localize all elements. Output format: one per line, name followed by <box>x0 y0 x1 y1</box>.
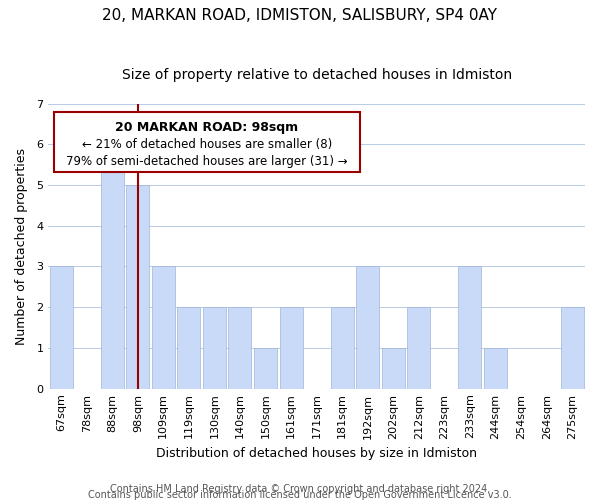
FancyBboxPatch shape <box>53 112 359 172</box>
Bar <box>203 307 226 388</box>
Bar <box>331 307 354 388</box>
Bar <box>178 307 200 388</box>
Y-axis label: Number of detached properties: Number of detached properties <box>15 148 28 344</box>
Bar <box>280 307 302 388</box>
Bar <box>484 348 507 389</box>
Text: Contains HM Land Registry data © Crown copyright and database right 2024.: Contains HM Land Registry data © Crown c… <box>110 484 490 494</box>
X-axis label: Distribution of detached houses by size in Idmiston: Distribution of detached houses by size … <box>156 447 477 460</box>
Bar <box>382 348 405 389</box>
Bar <box>50 266 73 388</box>
Title: Size of property relative to detached houses in Idmiston: Size of property relative to detached ho… <box>122 68 512 82</box>
Bar <box>561 307 584 388</box>
Text: 20, MARKAN ROAD, IDMISTON, SALISBURY, SP4 0AY: 20, MARKAN ROAD, IDMISTON, SALISBURY, SP… <box>103 8 497 22</box>
Bar <box>356 266 379 388</box>
Bar <box>126 185 149 388</box>
Text: 79% of semi-detached houses are larger (31) →: 79% of semi-detached houses are larger (… <box>66 155 347 168</box>
Bar <box>229 307 251 388</box>
Bar <box>101 144 124 388</box>
Text: ← 21% of detached houses are smaller (8): ← 21% of detached houses are smaller (8) <box>82 138 332 150</box>
Bar <box>152 266 175 388</box>
Bar <box>458 266 481 388</box>
Bar <box>254 348 277 389</box>
Text: Contains public sector information licensed under the Open Government Licence v3: Contains public sector information licen… <box>88 490 512 500</box>
Bar <box>407 307 430 388</box>
Text: 20 MARKAN ROAD: 98sqm: 20 MARKAN ROAD: 98sqm <box>115 120 298 134</box>
